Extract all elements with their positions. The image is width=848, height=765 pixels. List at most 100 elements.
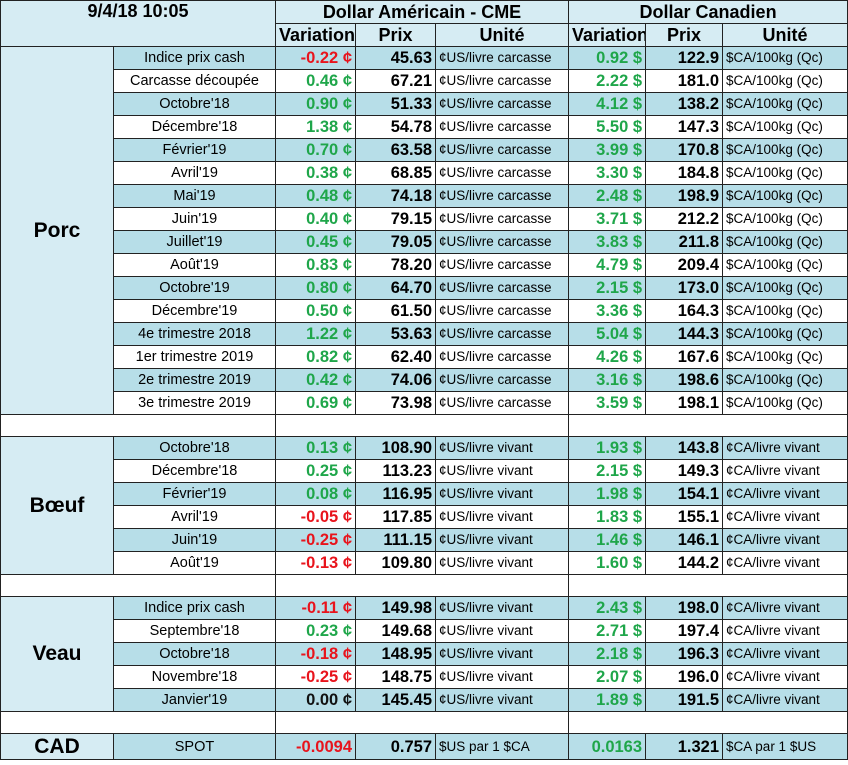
row: Janvier'19 0.00 ¢ 145.45 ¢US/livre vivant 1.… xyxy=(1,688,848,712)
us-variation: 1.22 ¢ xyxy=(275,322,356,346)
row: Décembre'18 1.38 ¢ 54.78 ¢US/livre carcasse… xyxy=(1,115,848,139)
timestamp: 9/4/18 10:05 xyxy=(0,0,276,47)
us-price: 51.33 xyxy=(355,92,436,116)
us-unit: ¢US/livre vivant xyxy=(434,505,570,529)
row-label: Janvier'19 xyxy=(113,688,276,712)
spacer xyxy=(568,711,848,734)
us-price: 67.21 xyxy=(355,69,436,93)
us-price: 79.05 xyxy=(355,230,436,254)
spacer xyxy=(274,574,570,597)
ca-variation: 0.92 $ xyxy=(568,46,647,70)
ca-price: 198.9 xyxy=(645,184,724,208)
row-label: Février'19 xyxy=(113,482,276,506)
ca-variation: 4.12 $ xyxy=(568,92,647,116)
us-price: 64.70 xyxy=(355,276,436,300)
ca-price: 144.3 xyxy=(645,322,724,346)
us-variation: 0.46 ¢ xyxy=(275,69,356,93)
ca-unit: $CA/100kg (Qc) xyxy=(722,322,848,346)
row-label: Décembre'19 xyxy=(113,299,276,323)
row-label: Avril'19 xyxy=(113,161,276,185)
us-price: 45.63 xyxy=(355,46,436,70)
ca-unit: ¢CA/livre vivant xyxy=(722,619,848,643)
us-title: Dollar Américain - CME xyxy=(274,0,570,24)
row: Décembre'19 0.50 ¢ 61.50 ¢US/livre carcasse… xyxy=(1,299,848,323)
ca-unit: ¢CA/livre vivant xyxy=(722,596,848,620)
ca-unit: ¢CA/livre vivant xyxy=(722,688,848,712)
us-variation: 0.82 ¢ xyxy=(275,345,356,369)
row-label: Décembre'18 xyxy=(113,115,276,139)
ca-price: 170.8 xyxy=(645,138,724,162)
spacer xyxy=(0,574,276,597)
us-variation: 0.40 ¢ xyxy=(275,207,356,231)
ca-variation: 5.50 $ xyxy=(568,115,647,139)
row-label: 2e trimestre 2019 xyxy=(113,368,276,392)
us-variation: 0.90 ¢ xyxy=(275,92,356,116)
us-price: 53.63 xyxy=(355,322,436,346)
ca-unit: $CA/100kg (Qc) xyxy=(722,368,848,392)
ca-price: 198.0 xyxy=(645,596,724,620)
us-price: 79.15 xyxy=(355,207,436,231)
ca-price: 155.1 xyxy=(645,505,724,529)
us-variation: -0.05 ¢ xyxy=(275,505,356,529)
row: 9/4/18 10:05 Dollar Américain - CME Dollar… xyxy=(0,0,848,47)
us-price: 149.68 xyxy=(355,619,436,643)
row-label: Juin'19 xyxy=(113,528,276,552)
us-variation: 0.45 ¢ xyxy=(275,230,356,254)
us-unit: ¢US/livre carcasse xyxy=(434,138,570,162)
us-unit: ¢US/livre carcasse xyxy=(434,345,570,369)
ca-price: 144.2 xyxy=(645,551,724,575)
us-price: 116.95 xyxy=(355,482,436,506)
us-price: 117.85 xyxy=(355,505,436,529)
ca-variation: 3.36 $ xyxy=(568,299,647,323)
us-variation: -0.11 ¢ xyxy=(275,596,356,620)
us-price: 113.23 xyxy=(355,459,436,483)
us-variation: 0.25 ¢ xyxy=(275,459,356,483)
spacer xyxy=(568,414,848,437)
ca-price: 149.3 xyxy=(645,459,724,483)
us-variation: 0.42 ¢ xyxy=(275,368,356,392)
us-variation: 0.08 ¢ xyxy=(275,482,356,506)
row: Juillet'19 0.45 ¢ 79.05 ¢US/livre carcasse 3… xyxy=(1,230,848,254)
ca-variation: 2.07 $ xyxy=(568,665,647,689)
column-header: Unité xyxy=(722,23,848,47)
ca-unit: $CA/100kg (Qc) xyxy=(722,299,848,323)
row-label: Octobre'18 xyxy=(113,92,276,116)
ca-price: 147.3 xyxy=(645,115,724,139)
us-variation: 0.50 ¢ xyxy=(275,299,356,323)
us-unit: $US par 1 $CA xyxy=(434,733,570,760)
ca-variation: 3.30 $ xyxy=(568,161,647,185)
section-name: Porc xyxy=(0,46,114,415)
us-variation: 0.70 ¢ xyxy=(275,138,356,162)
ca-variation: 4.26 $ xyxy=(568,345,647,369)
ca-unit: $CA/100kg (Qc) xyxy=(722,345,848,369)
ca-price: 167.6 xyxy=(645,345,724,369)
ca-price: 196.0 xyxy=(645,665,724,689)
ca-unit: ¢CA/livre vivant xyxy=(722,459,848,483)
column-header: Variation xyxy=(568,23,647,47)
ca-variation: 2.22 $ xyxy=(568,69,647,93)
ca-variation: 2.43 $ xyxy=(568,596,647,620)
row: Février'19 0.70 ¢ 63.58 ¢US/livre carcasse 3… xyxy=(1,138,848,162)
row xyxy=(0,414,848,437)
us-variation: 0.13 ¢ xyxy=(275,436,356,460)
us-variation: 0.83 ¢ xyxy=(275,253,356,277)
ca-unit: ¢CA/livre vivant xyxy=(722,482,848,506)
us-unit: ¢US/livre carcasse xyxy=(434,46,570,70)
us-variation: -0.25 ¢ xyxy=(275,665,356,689)
us-unit: ¢US/livre carcasse xyxy=(434,276,570,300)
us-price: 74.18 xyxy=(355,184,436,208)
row-label: Septembre'18 xyxy=(113,619,276,643)
row-label: Mai'19 xyxy=(113,184,276,208)
us-price: 145.45 xyxy=(355,688,436,712)
row: Porc Indice prix cash -0.22 ¢ 45.63 ¢US/livr… xyxy=(0,46,848,415)
us-variation: 0.23 ¢ xyxy=(275,619,356,643)
row-label: 1er trimestre 2019 xyxy=(113,345,276,369)
ca-price: 209.4 xyxy=(645,253,724,277)
us-price: 63.58 xyxy=(355,138,436,162)
us-unit: ¢US/livre vivant xyxy=(434,665,570,689)
us-price: 54.78 xyxy=(355,115,436,139)
row-label: Octobre'18 xyxy=(113,436,276,460)
column-header: Unité xyxy=(434,23,570,47)
us-unit: ¢US/livre carcasse xyxy=(434,161,570,185)
